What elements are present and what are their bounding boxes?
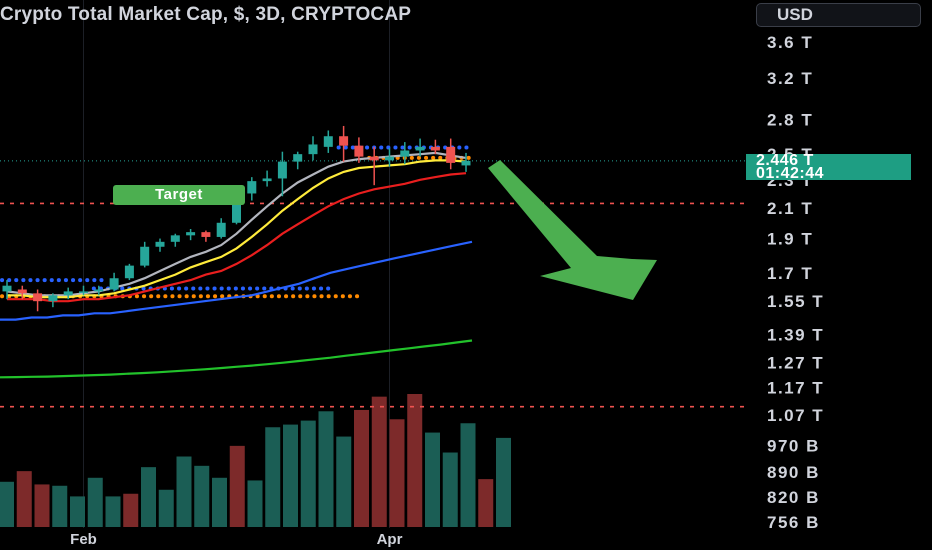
current-price-tag: 2.446 T 01:42:44 [746, 152, 911, 182]
ma-line-blue [0, 240, 473, 321]
candle-body [277, 161, 287, 179]
volume-bar [87, 477, 103, 527]
candle-body [216, 222, 226, 237]
volume-bar [496, 437, 511, 527]
y-tick-label: 2.1 T [767, 199, 813, 218]
volume-bar [478, 479, 494, 527]
price-axis[interactable]: 3.6 T3.2 T2.8 T2.5 T2.3 T2.1 T1.9 T1.7 T… [767, 33, 824, 532]
candle-body [232, 193, 241, 223]
candle-body [140, 246, 150, 266]
candle-body [2, 285, 12, 292]
ma-line-green [0, 339, 473, 379]
volume-bar [371, 396, 387, 527]
volume-bar [70, 496, 85, 527]
candles [2, 125, 471, 312]
volume-bar [194, 465, 210, 527]
candle-body [354, 145, 364, 157]
candle-body [33, 293, 43, 302]
volume-bar [176, 456, 192, 527]
candle-body [63, 291, 73, 296]
volume-bar [141, 467, 156, 527]
volume-bar [265, 427, 281, 527]
candle-body [293, 154, 303, 162]
y-tick-label: 1.55 T [767, 292, 824, 311]
current-price-value: 2.446 T [756, 152, 814, 169]
volume-bar [123, 493, 139, 527]
y-tick-label: 2.8 T [767, 110, 813, 129]
volume-bar [158, 489, 174, 527]
y-tick-label: 1.7 T [767, 264, 813, 283]
y-tick-label: 1.07 T [767, 406, 824, 425]
ma-line-red [7, 172, 467, 303]
y-tick-label: 1.17 T [767, 379, 824, 398]
candle-body [323, 136, 333, 147]
down-arrow-annotation [488, 160, 657, 300]
y-tick-label: 3.6 T [767, 33, 813, 52]
candle-body [400, 150, 410, 157]
candle-body [17, 289, 27, 294]
candle-body [170, 235, 180, 242]
volume-bar [247, 480, 263, 527]
y-tick-label: 970 B [767, 436, 820, 455]
volume-bar [212, 477, 227, 527]
currency-selector[interactable]: USD [756, 3, 921, 27]
candle-body [201, 232, 211, 237]
volume-bar [283, 424, 298, 527]
y-tick-label: 756 B [767, 513, 820, 532]
candle-body [369, 156, 379, 161]
bar-countdown: 01:42:44 [756, 165, 825, 182]
target-label[interactable]: Target [113, 185, 245, 205]
volume-bar [460, 423, 476, 527]
volume-bar [425, 432, 440, 527]
candle-body [446, 146, 456, 163]
volume-bar [389, 419, 405, 527]
candle-body [48, 295, 58, 302]
candle-body [461, 160, 471, 166]
chart-title: Crypto Total Market Cap, $, 3D, CRYPTOCA… [0, 4, 412, 25]
volume-bar [442, 452, 458, 527]
volume-bar [300, 420, 316, 527]
arrow-shape [488, 160, 657, 300]
time-axis[interactable]: Feb Apr [70, 531, 402, 548]
y-tick-label: 1.39 T [767, 326, 824, 345]
candle-body [262, 178, 272, 182]
candle-body [385, 156, 394, 161]
ma-line-yellow [7, 159, 467, 299]
candle-body [247, 181, 257, 194]
y-tick-label: 3.2 T [767, 69, 813, 88]
candle-body [94, 289, 104, 292]
volume-bars [0, 394, 511, 527]
y-tick-label: 1.9 T [767, 230, 813, 249]
volume-bar [105, 496, 121, 527]
volume-bar [407, 394, 423, 527]
y-tick-label: 1.27 T [767, 353, 824, 372]
volume-bar [52, 485, 68, 527]
x-tick-label: Apr [377, 531, 403, 548]
candle-body [109, 278, 119, 290]
volume-bar [0, 481, 14, 527]
candle-body [79, 291, 88, 293]
volume-bar [229, 445, 245, 527]
candle-body [308, 144, 318, 155]
candle-body [186, 232, 196, 236]
volume-bar [354, 409, 369, 527]
candle-body [339, 136, 349, 146]
volume-bar [336, 436, 352, 527]
y-tick-label: 890 B [767, 463, 820, 482]
candle-body [415, 146, 425, 151]
y-tick-label: 820 B [767, 488, 820, 507]
x-tick-label: Feb [70, 531, 97, 548]
candle-body [155, 241, 165, 247]
candle-body [124, 265, 134, 279]
volume-bar [34, 484, 50, 527]
volume-bar [16, 471, 32, 527]
candle-body [430, 146, 440, 151]
volume-bar [318, 411, 334, 527]
